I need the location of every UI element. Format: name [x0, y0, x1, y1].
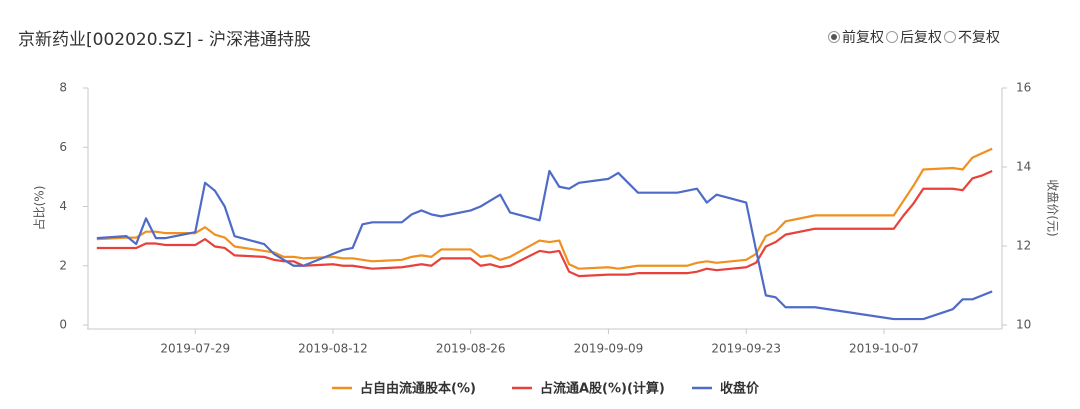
- y-tick-label: 2: [59, 258, 67, 272]
- chart-title: 京新药业[002020.SZ] - 沪深港通持股: [18, 30, 311, 50]
- x-tick-label: 2019-10-07: [849, 342, 919, 356]
- x-tick-label: 2019-08-26: [436, 342, 506, 356]
- radio-label[interactable]: 不复权: [958, 29, 1000, 46]
- y-axis-label: 占比(%): [32, 186, 47, 231]
- y2-tick-label: 10: [1016, 318, 1031, 332]
- line-series: [96, 147, 993, 270]
- radio-label[interactable]: 后复权: [900, 29, 942, 46]
- y2-tick-label: 16: [1016, 81, 1031, 95]
- x-tick-label: 2019-09-09: [574, 342, 644, 356]
- radio-dot[interactable]: [831, 34, 837, 40]
- y2-tick-label: 12: [1016, 239, 1031, 253]
- y2-tick-label: 14: [1016, 160, 1031, 174]
- x-tick-label: 2019-07-29: [160, 342, 230, 356]
- legend-label[interactable]: 占自由流通股本(%): [360, 381, 476, 397]
- y-tick-label: 6: [59, 140, 67, 154]
- radio-label[interactable]: 前复权: [842, 29, 884, 46]
- legend-label[interactable]: 占流通A股(%)(计算): [540, 381, 665, 397]
- radio-button[interactable]: [886, 31, 898, 43]
- radio-button[interactable]: [944, 31, 956, 43]
- x-tick-label: 2019-08-12: [298, 342, 368, 356]
- y-tick-label: 0: [59, 318, 67, 332]
- y-tick-label: 4: [59, 199, 67, 213]
- x-tick-label: 2019-09-23: [711, 342, 781, 356]
- y2-axis-label: 收盘价(元): [1046, 179, 1061, 236]
- line-series: [96, 169, 993, 321]
- line-series: [96, 169, 993, 278]
- legend-label[interactable]: 收盘价: [720, 381, 760, 397]
- y-tick-label: 8: [59, 81, 67, 95]
